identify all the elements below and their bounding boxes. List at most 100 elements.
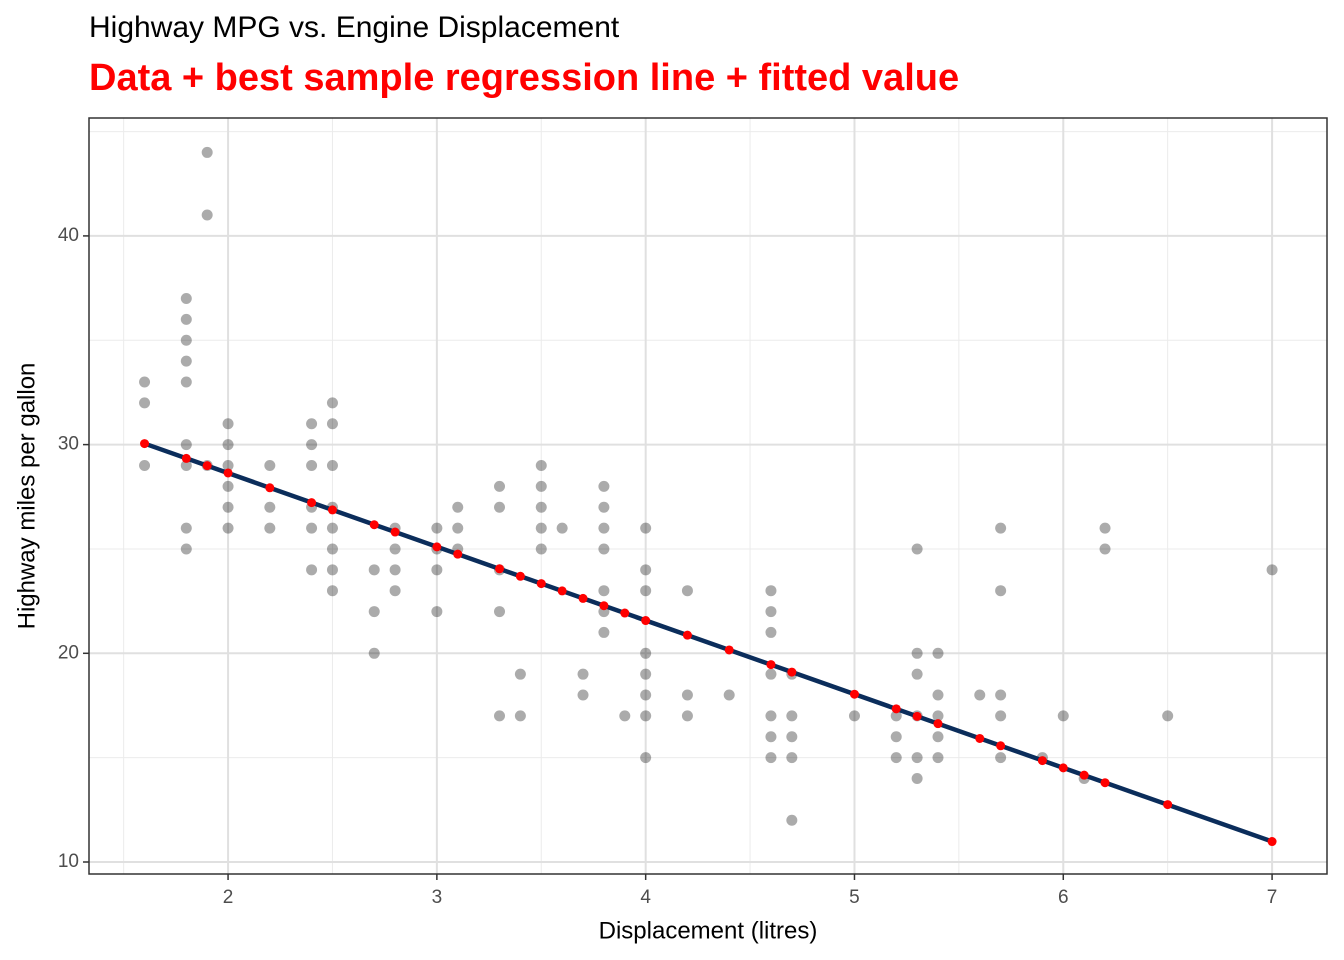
y-tick-label: 20 [58,642,79,663]
fitted-point [787,667,797,677]
data-point [326,585,338,597]
data-point [848,710,860,722]
data-point [995,752,1007,764]
data-point [598,543,610,555]
data-point [180,439,192,451]
data-point [306,418,318,430]
data-point [368,564,380,576]
data-point [326,522,338,534]
data-point [180,459,192,471]
data-point [995,522,1007,534]
data-point [681,689,693,701]
data-point [598,522,610,534]
data-point [139,459,151,471]
data-point [786,814,798,826]
data-point [180,543,192,555]
data-point [431,606,443,618]
data-point [389,585,401,597]
fitted-point [641,616,651,626]
data-point [765,752,777,764]
data-point [389,564,401,576]
data-point [598,585,610,597]
data-point [326,418,338,430]
data-point [222,418,234,430]
x-tick-label: 3 [432,887,443,908]
data-point [222,480,234,492]
x-axis-label: Displacement (litres) [599,917,818,944]
data-point [494,480,506,492]
fitted-point [912,711,922,721]
data-point [598,626,610,638]
data-point [514,668,526,680]
data-point [640,752,652,764]
data-point [494,501,506,513]
data-point [911,752,923,764]
data-point [180,355,192,367]
data-point [514,710,526,722]
data-point [640,668,652,680]
data-point [535,522,547,534]
data-point [932,752,944,764]
data-point [681,585,693,597]
data-point [1162,710,1174,722]
fitted-point [1058,763,1068,773]
data-point [1099,543,1111,555]
data-point [640,585,652,597]
data-point [786,710,798,722]
data-point [494,606,506,618]
fitted-point [599,601,609,611]
data-point [995,689,1007,701]
data-point [1057,710,1069,722]
data-point [535,459,547,471]
x-tick-label: 6 [1058,887,1069,908]
data-point [786,731,798,743]
data-point [201,146,213,158]
data-point [139,376,151,388]
data-point [368,647,380,659]
fitted-point [223,468,233,478]
data-point [201,209,213,221]
panel-border [88,117,1328,875]
fitted-point [327,505,337,515]
data-point [723,689,735,701]
data-point [995,585,1007,597]
data-point [264,522,276,534]
data-point [765,668,777,680]
data-point [598,501,610,513]
data-point [640,689,652,701]
chart-title: Highway MPG vs. Engine Displacement [89,11,620,44]
data-point [389,543,401,555]
data-point [577,668,589,680]
fitted-point [996,741,1006,751]
data-point [306,564,318,576]
fitted-point [1267,837,1277,847]
data-point [326,564,338,576]
data-point [995,710,1007,722]
data-point [911,647,923,659]
data-point [765,731,777,743]
data-point [890,752,902,764]
data-point [535,480,547,492]
chart-subtitle: Data + best sample regression line + fit… [89,57,959,99]
data-point [911,543,923,555]
data-point [974,689,986,701]
data-point [452,501,464,513]
data-point [326,459,338,471]
x-tick-label: 7 [1267,887,1278,908]
data-point [139,397,151,409]
data-point [911,668,923,680]
data-point [180,522,192,534]
data-point [306,459,318,471]
data-point [306,522,318,534]
data-point [180,376,192,388]
panel [89,118,1327,874]
data-point [180,334,192,346]
fitted-point [578,593,588,603]
fitted-point [265,483,275,493]
data-point [619,710,631,722]
data-point [765,710,777,722]
data-point [577,689,589,701]
data-point [222,439,234,451]
data-point [932,731,944,743]
